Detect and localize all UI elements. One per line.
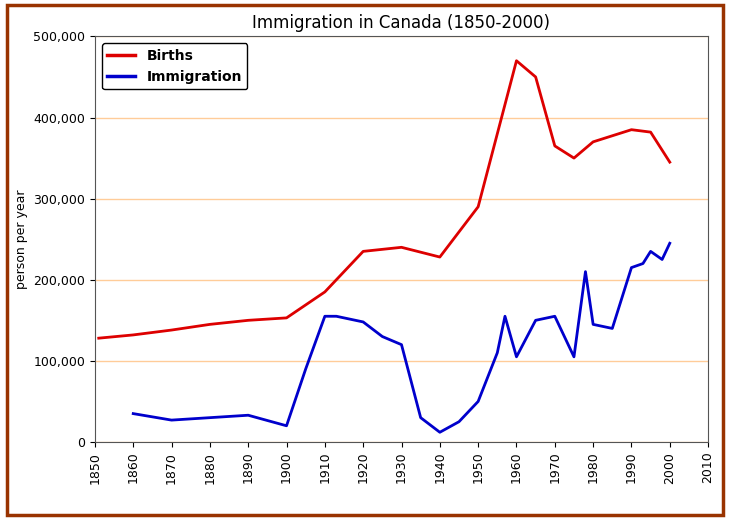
Births xyxy=(435,254,444,260)
Births xyxy=(474,204,483,210)
Immigration xyxy=(493,349,502,356)
Line: Immigration: Immigration xyxy=(133,243,669,432)
Immigration xyxy=(531,317,540,323)
Immigration xyxy=(608,326,617,332)
Line: Births: Births xyxy=(99,61,669,338)
Immigration xyxy=(332,313,341,319)
Immigration xyxy=(416,414,425,421)
Births xyxy=(569,155,578,161)
Immigration xyxy=(206,414,215,421)
Immigration xyxy=(244,412,253,419)
Immigration xyxy=(435,429,444,435)
Births xyxy=(646,129,655,135)
Immigration xyxy=(658,256,666,263)
Y-axis label: person per year: person per year xyxy=(15,189,28,289)
Immigration xyxy=(512,354,520,360)
Immigration xyxy=(301,366,310,372)
Immigration xyxy=(501,313,510,319)
Births xyxy=(550,143,559,149)
Immigration xyxy=(455,419,464,425)
Births xyxy=(282,315,291,321)
Immigration xyxy=(550,313,559,319)
Title: Immigration in Canada (1850-2000): Immigration in Canada (1850-2000) xyxy=(253,14,550,32)
Immigration xyxy=(639,261,648,267)
Legend: Births, Immigration: Births, Immigration xyxy=(102,43,247,89)
Immigration xyxy=(167,417,176,423)
Immigration xyxy=(128,410,137,417)
Immigration xyxy=(282,423,291,429)
Births xyxy=(397,244,406,251)
Births xyxy=(244,317,253,323)
Immigration xyxy=(397,342,406,348)
Births xyxy=(358,248,367,254)
Births xyxy=(320,289,329,295)
Births xyxy=(94,335,103,341)
Births xyxy=(128,332,137,338)
Immigration xyxy=(569,354,578,360)
Immigration xyxy=(474,398,483,405)
Births xyxy=(206,321,215,328)
Immigration xyxy=(646,248,655,254)
Immigration xyxy=(358,319,367,325)
Immigration xyxy=(581,268,590,275)
Births xyxy=(512,58,520,64)
Births xyxy=(167,327,176,333)
Immigration xyxy=(665,240,674,246)
Immigration xyxy=(588,321,597,328)
Immigration xyxy=(378,333,387,340)
Births xyxy=(588,139,597,145)
Births xyxy=(531,74,540,80)
Immigration xyxy=(320,313,329,319)
Births xyxy=(627,126,636,133)
Births xyxy=(665,159,674,165)
Immigration xyxy=(627,265,636,271)
